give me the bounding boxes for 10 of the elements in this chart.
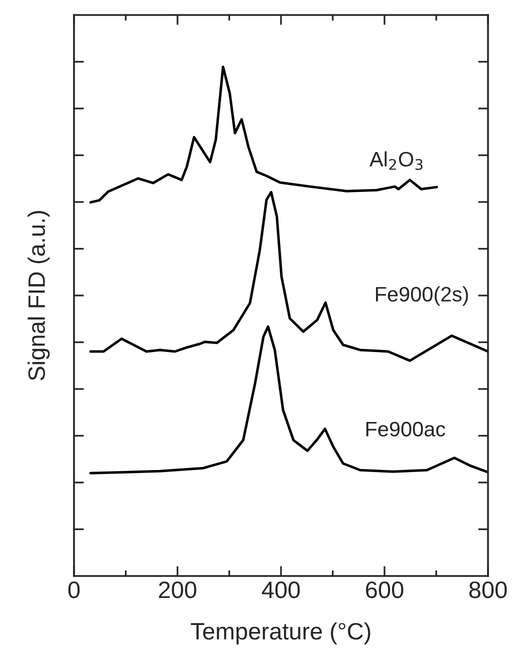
x-tick-label: 200 <box>158 581 196 598</box>
x-tick-label: 0 <box>68 581 80 598</box>
x-tick-label: 400 <box>262 581 300 598</box>
series-label: Fe900ac <box>366 422 446 437</box>
x-axis-title: Temperature (°C) <box>190 622 370 644</box>
x-tick-label: 600 <box>366 581 404 598</box>
series-label: Al$_{2}$O$_{3}$ <box>369 151 423 170</box>
x-tick-label: 800 <box>469 581 507 598</box>
series-label: Fe900(2s) <box>376 286 468 306</box>
y-axis-title: Signal FID (a.u.) <box>28 211 50 380</box>
